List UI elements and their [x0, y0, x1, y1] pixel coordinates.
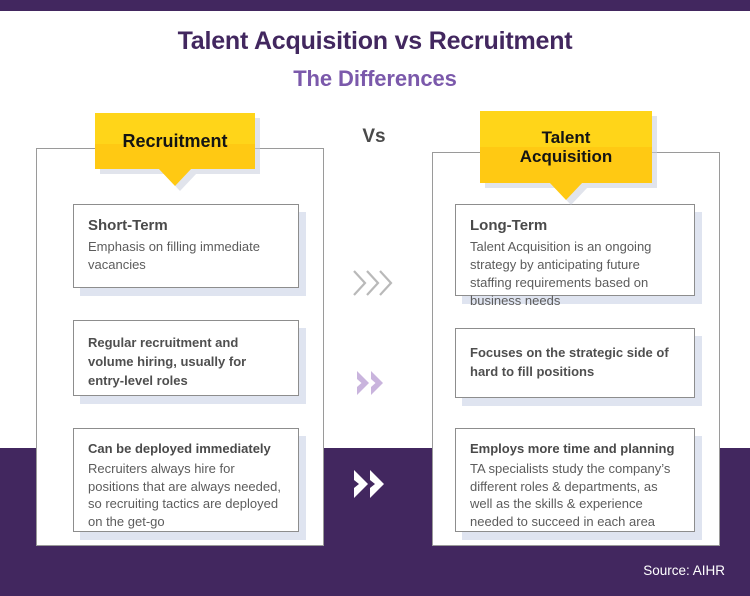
recruitment-card-3: Can be deployed immediately Recruiters a…	[73, 428, 299, 532]
recruitment-banner-label: Recruitment	[122, 130, 228, 151]
talent-acquisition-card-3: Employs more time and planning TA specia…	[455, 428, 695, 532]
card-heading: Employs more time and planning	[470, 441, 675, 456]
chevron-right-icon	[354, 470, 384, 498]
chevron-right-icon	[353, 270, 393, 296]
talent-acquisition-banner-line2: Acquisition	[519, 147, 613, 166]
card-heading: Long-Term	[470, 217, 548, 234]
vs-label: Vs	[362, 126, 386, 147]
card-body: Emphasis on filling immediate vacancies	[88, 239, 260, 272]
recruitment-banner: Recruitment	[95, 113, 255, 186]
talent-acquisition-card-2: Focuses on the strategic side of hard to…	[455, 328, 695, 398]
card-body: Recruiters always hire for positions tha…	[88, 460, 281, 530]
talent-acquisition-card-1: Long-Term Talent Acquisition is an ongoi…	[455, 204, 695, 308]
source-label: Source: AIHR	[643, 563, 725, 578]
banner-tail-icon	[549, 182, 583, 200]
card-body: Regular recruitment and volume hiring, u…	[88, 335, 247, 388]
talent-acquisition-banner-line1: Talent	[541, 127, 591, 147]
card-body: Focuses on the strategic side of hard to…	[470, 345, 669, 379]
top-purple-band	[0, 0, 750, 11]
chevron-right-icon	[357, 371, 383, 395]
chevron-group-white	[352, 466, 396, 502]
talent-acquisition-banner: Talent Acquisition	[480, 111, 652, 200]
card-body: Talent Acquisition is an ongoing strateg…	[470, 239, 652, 308]
card-body: TA specialists study the company’s diffe…	[470, 460, 671, 530]
chevron-group-purple	[356, 368, 392, 398]
chevron-group-outline	[352, 268, 396, 298]
card-heading: Can be deployed immediately	[88, 441, 271, 456]
recruitment-card-1: Short-Term Emphasis on filling immediate…	[73, 204, 299, 288]
card-heading: Short-Term	[88, 217, 168, 234]
banner-tail-icon	[158, 168, 192, 186]
page-subtitle: The Differences	[293, 66, 457, 91]
recruitment-card-2: Regular recruitment and volume hiring, u…	[73, 320, 299, 396]
page-title: Talent Acquisition vs Recruitment	[177, 27, 573, 55]
